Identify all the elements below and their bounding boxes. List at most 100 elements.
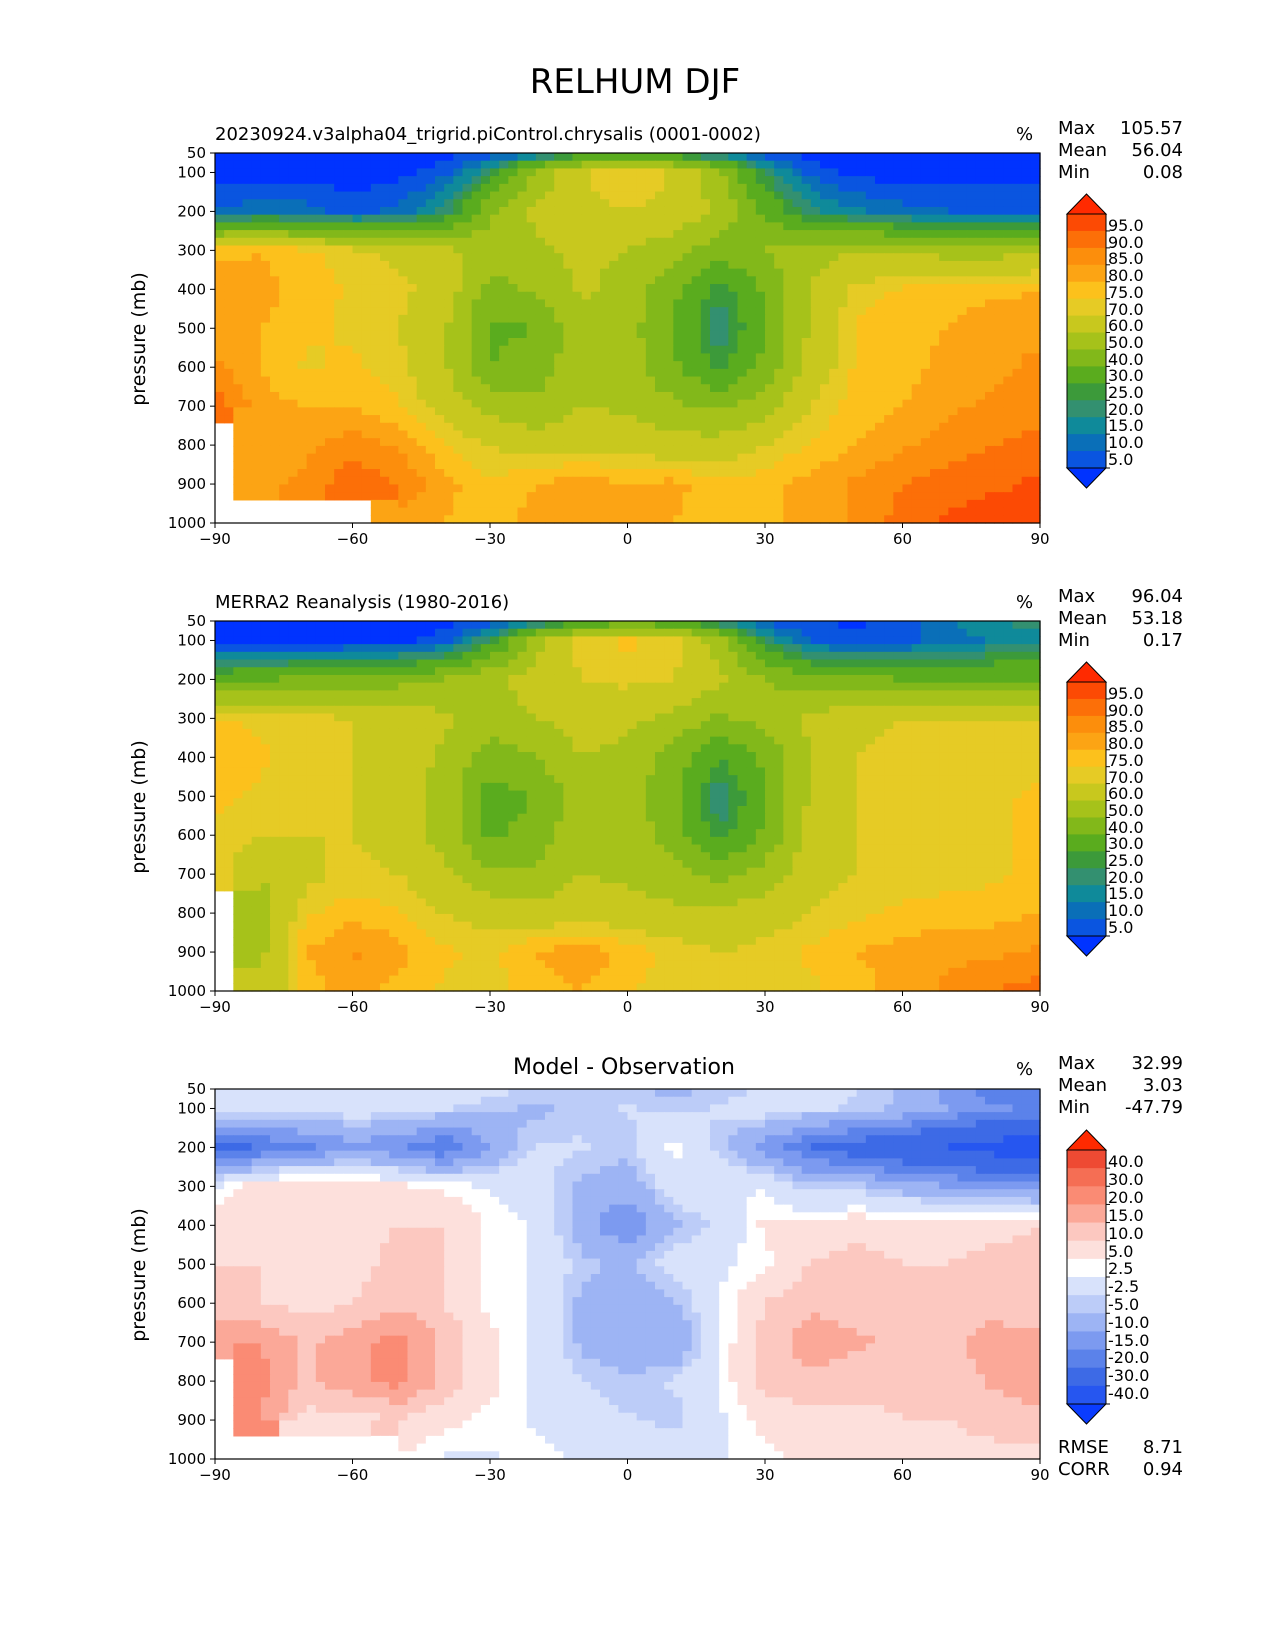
field-cell bbox=[838, 499, 849, 509]
field-cell bbox=[462, 399, 473, 408]
field-cell bbox=[535, 307, 546, 316]
field-cell bbox=[600, 621, 610, 630]
field-cell bbox=[765, 222, 775, 231]
field-cell bbox=[1030, 651, 1041, 661]
field-cell bbox=[251, 453, 262, 462]
field-cell bbox=[590, 168, 601, 177]
field-cell bbox=[948, 384, 959, 393]
field-cell bbox=[389, 268, 399, 277]
field-cell bbox=[260, 276, 271, 285]
field-cell bbox=[682, 330, 693, 339]
field-cell bbox=[627, 176, 638, 185]
field-cell bbox=[948, 338, 959, 347]
field-cell bbox=[279, 453, 289, 462]
field-cell bbox=[416, 399, 427, 408]
field-cell bbox=[975, 644, 986, 653]
field-cell bbox=[435, 492, 445, 501]
field-cell bbox=[343, 276, 354, 285]
field-cell bbox=[939, 291, 949, 301]
field-cell bbox=[260, 291, 271, 301]
field-cell bbox=[783, 667, 794, 676]
field-cell bbox=[609, 507, 619, 516]
field-cell bbox=[270, 484, 280, 493]
field-cell bbox=[774, 376, 784, 385]
field-cell bbox=[902, 291, 913, 301]
field-cell bbox=[865, 659, 876, 668]
field-cell bbox=[765, 291, 775, 301]
field-cell bbox=[774, 438, 784, 447]
field-cell bbox=[627, 284, 638, 293]
field-cell bbox=[865, 469, 876, 478]
field-cell bbox=[572, 276, 583, 285]
field-cell bbox=[471, 636, 482, 645]
field-cell bbox=[700, 368, 711, 378]
field-cell bbox=[398, 368, 409, 378]
field-cell bbox=[636, 621, 647, 630]
field-cell bbox=[224, 407, 234, 416]
field-cell bbox=[251, 206, 262, 216]
field-cell bbox=[829, 345, 839, 355]
field-cell bbox=[1003, 322, 1014, 331]
field-cell bbox=[279, 260, 289, 270]
field-cell bbox=[215, 338, 225, 347]
field-cell bbox=[664, 291, 674, 301]
field-cell bbox=[581, 276, 592, 285]
field-cell bbox=[600, 422, 610, 432]
field-cell bbox=[783, 499, 794, 509]
field-cell bbox=[508, 330, 519, 339]
field-cell bbox=[343, 461, 354, 470]
field-cell bbox=[1003, 260, 1014, 270]
field-cell bbox=[1012, 667, 1023, 676]
field-cell bbox=[673, 461, 684, 470]
field-cell bbox=[554, 191, 564, 200]
field-cell bbox=[389, 230, 399, 239]
field-cell bbox=[581, 438, 592, 447]
field-cell bbox=[435, 507, 445, 516]
field-cell bbox=[820, 415, 830, 424]
field-cell bbox=[315, 176, 326, 185]
field-cell bbox=[700, 407, 711, 416]
field-cell bbox=[233, 322, 244, 331]
field-cell bbox=[361, 268, 372, 277]
field-cell bbox=[893, 659, 904, 668]
field-cell bbox=[838, 621, 849, 630]
field-cell bbox=[389, 628, 399, 638]
field-cell bbox=[746, 214, 757, 223]
field-cell bbox=[939, 484, 949, 493]
field-cell bbox=[380, 222, 390, 231]
field-cell bbox=[985, 484, 995, 493]
field-cell bbox=[471, 222, 482, 231]
field-cell bbox=[352, 407, 363, 416]
field-cell bbox=[270, 644, 280, 653]
field-cell bbox=[636, 507, 647, 516]
field-cell bbox=[416, 284, 427, 293]
field-cell bbox=[370, 353, 381, 362]
field-cell bbox=[985, 651, 995, 661]
field-cell bbox=[801, 407, 812, 416]
field-cell bbox=[380, 484, 390, 493]
field-cell bbox=[444, 445, 454, 455]
field-cell bbox=[765, 399, 775, 408]
field-cell bbox=[783, 368, 794, 378]
field-cell bbox=[801, 667, 812, 676]
field-cell bbox=[645, 168, 656, 177]
field-cell bbox=[691, 644, 702, 653]
field-cell bbox=[600, 260, 610, 270]
field-cell bbox=[224, 376, 234, 385]
field-cell bbox=[1030, 399, 1041, 408]
field-cell bbox=[462, 168, 473, 177]
field-cell bbox=[902, 667, 913, 676]
field-cell bbox=[352, 430, 363, 439]
field-cell bbox=[462, 322, 473, 331]
field-cell bbox=[554, 330, 564, 339]
field-cell bbox=[783, 515, 794, 524]
field-cell bbox=[774, 299, 784, 308]
field-cell bbox=[416, 667, 427, 676]
field-cell bbox=[700, 183, 711, 193]
field-cell bbox=[517, 361, 528, 370]
field-cell bbox=[691, 183, 702, 193]
field-cell bbox=[664, 659, 674, 668]
field-cell bbox=[453, 667, 464, 676]
field-cell bbox=[453, 153, 464, 162]
field-cell bbox=[526, 621, 537, 630]
